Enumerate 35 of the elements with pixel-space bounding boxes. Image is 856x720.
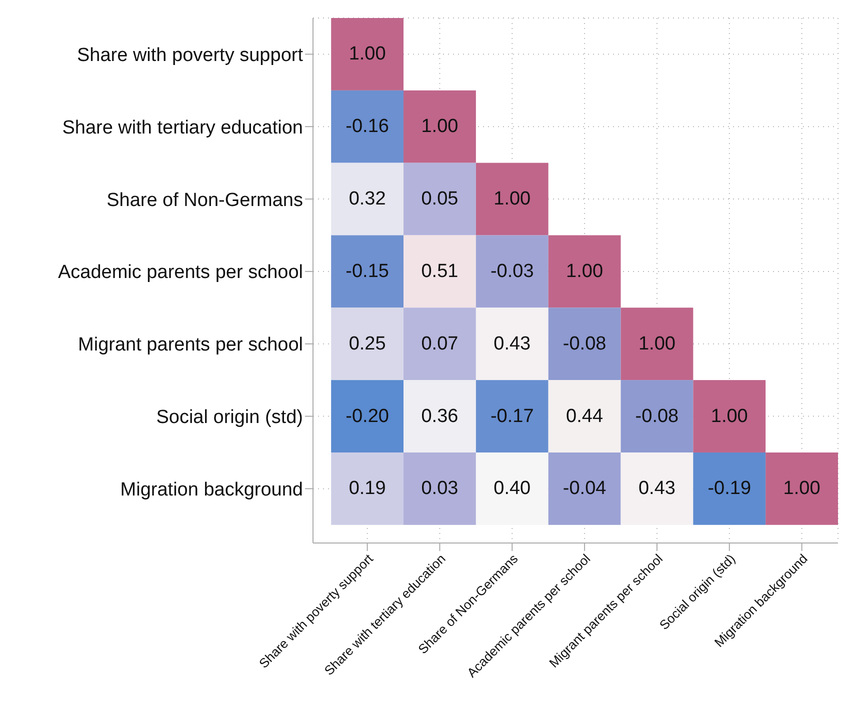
data-label: 0.43 [494,333,531,354]
data-label: 0.19 [348,478,386,500]
data-label: 1.00 [710,406,748,427]
data-label: 1.00 [638,333,676,354]
data-label: 0.05 [421,188,458,210]
data-label: -0.19 [708,478,752,500]
data-label: 0.43 [638,478,676,500]
data-label: -0.03 [490,260,534,282]
data-label: 1.00 [783,478,820,500]
data-label: 0.07 [421,333,458,354]
data-label: 0.40 [494,478,531,500]
data-label: 0.25 [348,333,386,354]
data-label: 1.00 [494,188,531,210]
data-label: 1.00 [421,116,458,138]
data-label: 1.00 [348,44,386,65]
data-label: -0.20 [346,406,389,427]
y-tick-label: Academic parents per school [58,262,303,284]
y-tick-label: Share with poverty support [76,44,304,66]
data-label: 0.32 [348,188,386,210]
data-label: 1.00 [566,260,604,282]
data-label: -0.08 [562,333,606,354]
y-tick-label: Social origin (std) [156,407,303,428]
y-tick-label: Share with tertiary education [62,117,303,138]
data-label: 0.51 [421,260,458,282]
data-label: 0.36 [421,406,458,427]
data-label: -0.08 [635,406,679,427]
data-label: -0.17 [490,406,534,427]
data-label: 0.03 [421,478,458,500]
data-label: -0.15 [346,260,389,282]
y-tick-label: Share of Non-Germans [106,190,303,211]
data-label: -0.04 [562,478,607,500]
y-tick-label: Migrant parents per school [78,334,303,356]
y-tick-label: Migration background [120,479,303,500]
data-label: -0.16 [346,116,389,138]
data-label: 0.44 [566,406,604,427]
